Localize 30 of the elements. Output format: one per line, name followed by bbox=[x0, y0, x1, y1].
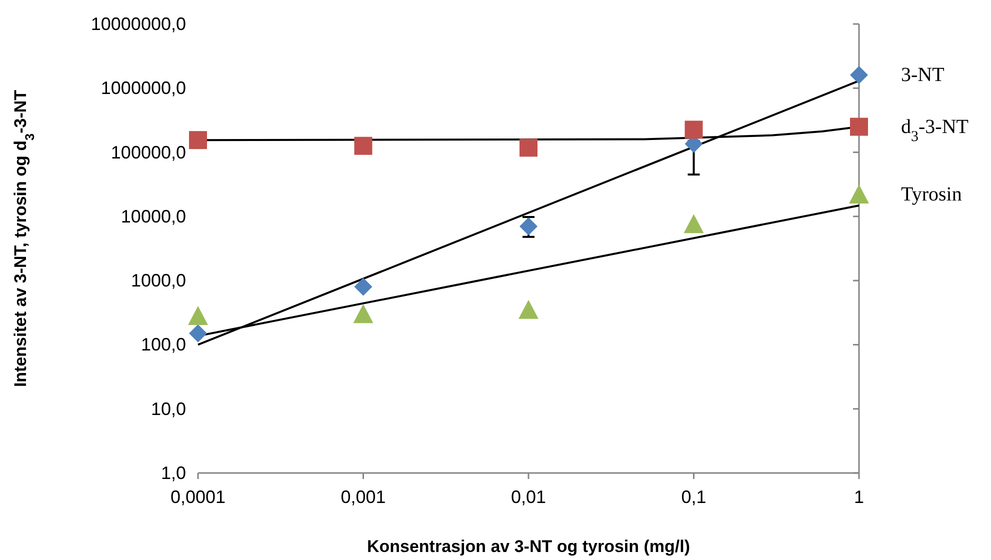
series-label: Tyrosin bbox=[901, 183, 962, 206]
x-tick-label: 0,0001 bbox=[170, 487, 226, 507]
series-label: d$_{3}$-3-NT bbox=[901, 116, 968, 145]
x-tick-label: 0,001 bbox=[340, 487, 386, 507]
series-label: 3-NT bbox=[901, 64, 944, 86]
y-tick-label: 1000,0 bbox=[130, 270, 186, 291]
point bbox=[188, 306, 208, 326]
point bbox=[518, 300, 538, 319]
point bbox=[850, 118, 868, 136]
y-tick-label: 1000000,0 bbox=[100, 78, 186, 98]
y-tick-label: 10000000,0 bbox=[90, 14, 186, 34]
point bbox=[849, 184, 869, 204]
point bbox=[520, 138, 538, 157]
y-tick-label: 10000,0 bbox=[120, 206, 186, 226]
point bbox=[684, 120, 703, 139]
point bbox=[684, 214, 704, 234]
x-tick-label: 0,1 bbox=[681, 487, 706, 507]
point bbox=[354, 278, 372, 296]
y-tick-label: 100000,0 bbox=[110, 142, 186, 162]
point bbox=[189, 131, 207, 150]
point bbox=[189, 324, 207, 342]
point bbox=[850, 66, 868, 84]
y-tick-label: 100,0 bbox=[140, 334, 186, 355]
x-tick-label: 1 bbox=[854, 487, 864, 507]
point bbox=[353, 304, 374, 324]
y-tick-label: 1,0 bbox=[160, 463, 186, 483]
point bbox=[354, 136, 372, 155]
y-tick-label: 10,0 bbox=[150, 398, 186, 419]
x-axis-title: Konsentrasjon av 3-NT og tyrosin (mg/l) bbox=[366, 537, 690, 556]
x-tick-label: 0,01 bbox=[510, 487, 546, 507]
